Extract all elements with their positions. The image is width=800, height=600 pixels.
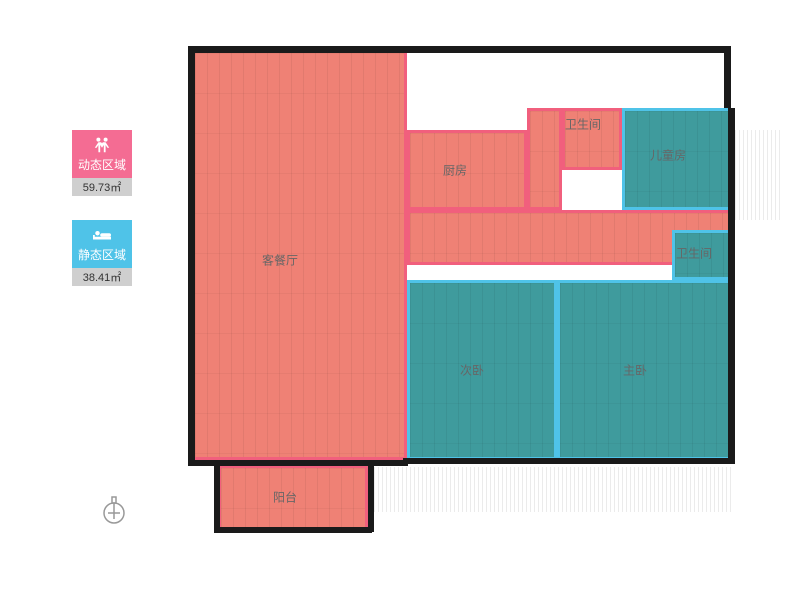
room-kitchen [407,130,527,210]
legend-active-title: 动态区域 [78,156,126,173]
room-second [407,280,557,460]
wall-7 [214,527,372,533]
wall-9 [368,460,374,532]
wall-4 [728,280,735,464]
room-hall2 [527,108,562,210]
wall-0 [188,46,724,53]
room-master [557,280,732,460]
room-living [192,50,407,460]
balcony-rail [374,467,734,512]
legend-active-box: 动态区域 [72,130,132,178]
wall-2 [724,46,731,108]
legend-rest-title: 静态区域 [78,246,126,263]
room-balcony [218,465,368,530]
wall-1 [188,46,195,466]
wall-8 [214,460,220,532]
legend-rest-value: 38.41㎡ [72,268,132,286]
balcony-rail [735,130,780,220]
people-icon [91,136,113,156]
room-child [622,108,732,210]
wall-10 [403,458,735,464]
sleep-icon [91,226,113,246]
compass-icon [100,495,128,523]
legend-rest-box: 静态区域 [72,220,132,268]
legend-active: 动态区域 59.73㎡ [72,130,132,196]
wall-3 [728,108,735,288]
room-wc2 [672,230,732,280]
room-wc1 [562,108,622,170]
floor-plan-canvas: 客餐厅厨房卫生间阳台儿童房卫生间次卧主卧动态区域59.73㎡静态区域38.41㎡ [0,0,800,600]
legend-rest: 静态区域 38.41㎡ [72,220,132,286]
wall-5 [188,460,408,466]
legend-active-value: 59.73㎡ [72,178,132,196]
